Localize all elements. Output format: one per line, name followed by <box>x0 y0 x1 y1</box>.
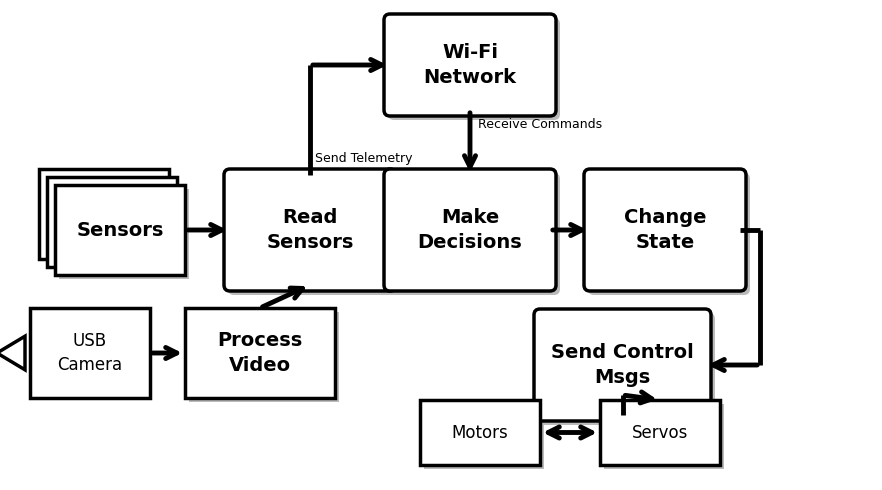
FancyBboxPatch shape <box>384 14 556 116</box>
Polygon shape <box>0 336 25 370</box>
Text: Send Telemetry: Send Telemetry <box>315 152 413 165</box>
FancyBboxPatch shape <box>534 309 711 421</box>
FancyBboxPatch shape <box>584 169 746 291</box>
Bar <box>47 177 177 267</box>
Text: Servos: Servos <box>632 423 688 441</box>
Text: USB
Camera: USB Camera <box>57 332 123 374</box>
FancyBboxPatch shape <box>588 173 750 295</box>
FancyBboxPatch shape <box>228 173 400 295</box>
Bar <box>604 404 724 469</box>
Text: Receive Commands: Receive Commands <box>478 118 602 131</box>
FancyBboxPatch shape <box>388 173 560 295</box>
Text: Motors: Motors <box>452 423 508 441</box>
Bar <box>189 312 339 402</box>
Bar <box>39 169 169 259</box>
Bar <box>600 400 720 465</box>
FancyBboxPatch shape <box>388 18 560 120</box>
Bar <box>424 404 544 469</box>
Text: Send Control
Msgs: Send Control Msgs <box>551 343 694 387</box>
Text: Change
State: Change State <box>624 208 706 252</box>
FancyBboxPatch shape <box>538 313 715 425</box>
Text: Wi-Fi
Network: Wi-Fi Network <box>423 43 517 87</box>
Bar <box>55 185 185 275</box>
FancyBboxPatch shape <box>224 169 396 291</box>
Text: Process
Video: Process Video <box>217 331 303 375</box>
Bar <box>30 308 150 398</box>
Bar <box>185 308 335 398</box>
FancyBboxPatch shape <box>384 169 556 291</box>
Bar <box>420 400 540 465</box>
Text: Make
Decisions: Make Decisions <box>417 208 522 252</box>
Text: Read
Sensors: Read Sensors <box>266 208 354 252</box>
Text: Sensors: Sensors <box>77 220 164 240</box>
Bar <box>59 189 189 279</box>
